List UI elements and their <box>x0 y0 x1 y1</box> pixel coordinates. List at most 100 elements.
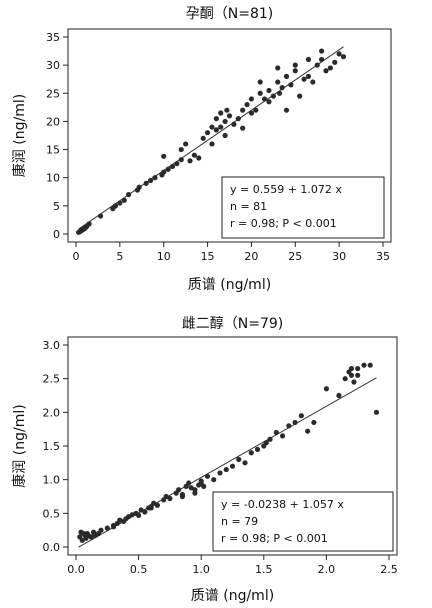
data-point <box>117 200 123 206</box>
chart-title: 孕酮（N=81) <box>186 6 273 22</box>
data-point <box>126 192 132 198</box>
data-point <box>305 428 311 434</box>
data-point <box>253 107 259 113</box>
y-tick-label: 25 <box>46 87 60 100</box>
data-point <box>178 157 184 163</box>
data-point <box>167 495 173 502</box>
data-point <box>266 87 272 94</box>
data-point <box>305 73 312 79</box>
data-point <box>176 487 182 493</box>
x-tick-label: 10 <box>157 250 171 263</box>
data-point <box>196 155 202 161</box>
data-point <box>297 93 303 99</box>
data-point <box>248 96 255 102</box>
y-tick-label: 10 <box>46 172 60 185</box>
data-point <box>191 152 198 158</box>
stats-box <box>221 176 385 239</box>
x-tick-label: 1.5 <box>255 563 273 576</box>
y-tick-label: 30 <box>46 59 60 72</box>
plot-frame <box>67 28 392 243</box>
data-point <box>257 90 263 96</box>
data-point <box>110 522 117 529</box>
data-point <box>179 493 186 500</box>
data-point <box>283 73 290 79</box>
x-tick-label: 35 <box>376 250 390 263</box>
data-point <box>314 62 320 68</box>
data-point <box>209 124 215 130</box>
data-point <box>143 180 149 186</box>
x-tick-label: 0.0 <box>67 563 85 576</box>
data-point <box>222 132 228 139</box>
x-tick-label: 2.0 <box>318 563 336 576</box>
x-tick-label: 30 <box>332 250 346 263</box>
x-tick-label: 25 <box>288 250 302 263</box>
data-point <box>136 184 142 190</box>
data-point <box>187 158 193 164</box>
x-tick-label: 0 <box>73 250 80 263</box>
y-tick-label: 15 <box>46 144 60 157</box>
data-point <box>348 372 355 378</box>
y-tick-label: 35 <box>46 31 60 44</box>
data-point <box>242 460 248 466</box>
data-point <box>224 107 230 113</box>
x-tick-label: 15 <box>201 250 215 263</box>
data-point <box>222 118 228 125</box>
data-point <box>267 436 273 442</box>
data-point <box>340 54 347 60</box>
data-point <box>223 466 229 473</box>
data-point <box>373 409 380 415</box>
data-point <box>273 429 279 436</box>
data-point <box>174 161 180 167</box>
data-point <box>351 379 357 385</box>
x-tick-label: 1.0 <box>192 563 210 576</box>
data-point <box>261 96 268 102</box>
data-point <box>310 79 316 85</box>
data-point <box>283 107 290 113</box>
data-point <box>147 177 154 184</box>
y-axis-label: 康润 (ng/ml) <box>11 94 28 177</box>
data-point <box>336 51 342 57</box>
data-point <box>98 527 104 533</box>
x-tick-label: 20 <box>244 250 258 263</box>
data-point <box>161 169 167 175</box>
y-tick-label: 20 <box>46 115 60 128</box>
data-point <box>248 450 254 456</box>
data-point <box>355 372 361 378</box>
y-tick-label: 5 <box>53 200 60 213</box>
data-point <box>152 175 158 181</box>
data-point <box>279 85 285 91</box>
data-point <box>226 113 233 119</box>
data-point <box>292 68 298 74</box>
y-tick-label: 0.0 <box>43 541 61 554</box>
stats-line: y = 0.559 + 1.072 x <box>230 183 342 196</box>
x-axis-label: 质谱 (ng/ml) <box>188 277 271 293</box>
y-tick-label: 2.0 <box>43 406 61 419</box>
x-tick-label: 2.5 <box>380 563 398 576</box>
data-point <box>236 456 242 463</box>
stats-line: r = 0.98; P < 0.001 <box>230 217 337 230</box>
data-point <box>276 90 283 96</box>
stats-line: y = -0.0238 + 1.057 x <box>221 498 344 511</box>
data-point <box>136 512 142 518</box>
data-point <box>248 110 255 116</box>
data-point <box>254 446 261 452</box>
data-point <box>209 141 215 147</box>
data-point <box>104 525 110 531</box>
data-point <box>286 423 292 429</box>
data-point <box>348 365 355 372</box>
data-point <box>92 532 98 539</box>
data-point <box>183 141 189 147</box>
y-tick-label: 1.0 <box>43 474 61 487</box>
data-point <box>319 48 325 54</box>
data-point <box>275 79 281 85</box>
data-point <box>86 221 92 227</box>
x-tick-label: 5 <box>116 250 123 263</box>
data-point <box>213 116 219 122</box>
y-axis-label: 康润 (ng/ml) <box>11 404 28 487</box>
stats-line: n = 81 <box>230 200 267 213</box>
y-tick-label: 2.5 <box>43 373 61 386</box>
data-point <box>97 213 104 219</box>
data-point <box>298 413 304 419</box>
data-point <box>218 110 224 116</box>
data-point <box>148 505 154 511</box>
